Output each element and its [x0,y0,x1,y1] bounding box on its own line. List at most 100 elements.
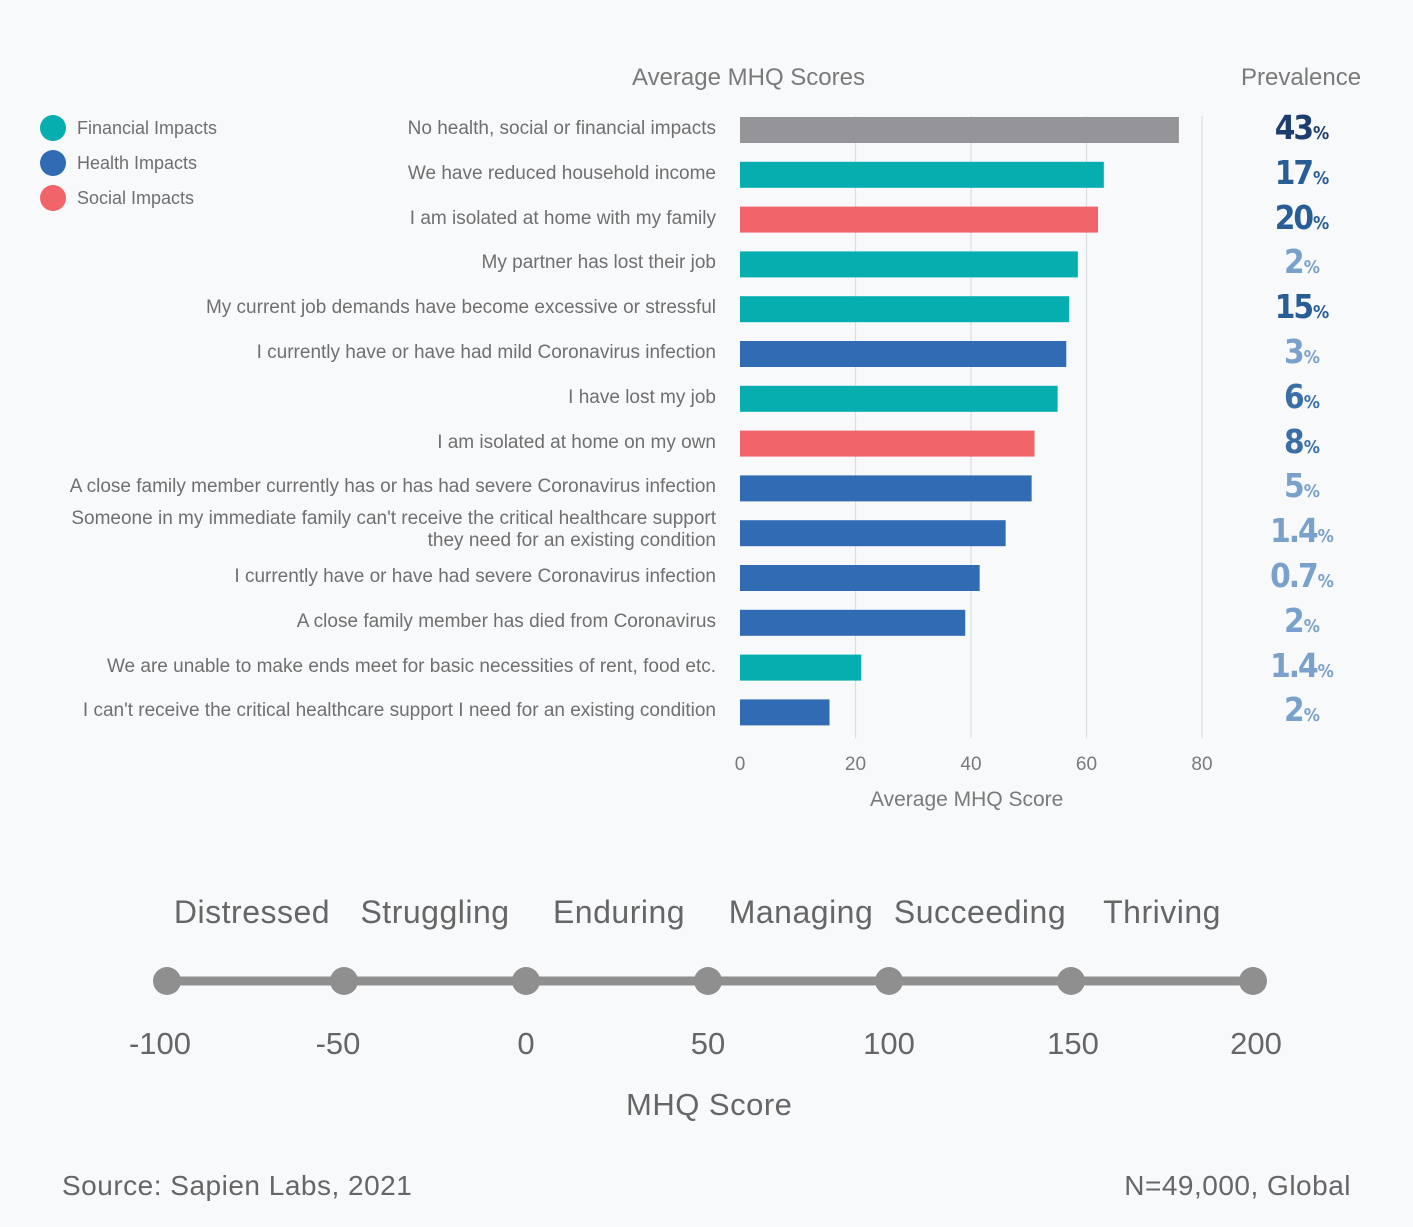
category-label: We have reduced household income [16,163,716,185]
category-label: I am isolated at home with my family [16,208,716,230]
prevalence-number: 0.7 [1270,556,1319,595]
category-label: Someone in my immediate family can't rec… [16,508,716,552]
bar [740,565,980,591]
scale-tick-label: 50 [690,1026,726,1061]
bar [740,385,1058,412]
prevalence-value: 1.4% [1232,646,1372,685]
scale-node [1057,967,1085,995]
scale-tick-label: 150 [1047,1026,1099,1061]
category-label: A close family member has died from Coro… [16,611,716,633]
category-label-line: they need for an existing condition [427,530,716,552]
prevalence-unit: % [1317,571,1334,592]
bar [740,609,966,636]
x-axis-label: Average MHQ Score [870,788,1064,811]
scale-tick-label: -50 [315,1026,361,1061]
x-tick-label: 80 [1191,754,1212,775]
prevalence-unit: % [1303,615,1320,637]
category-label-line: I have lost my job [568,386,716,408]
prevalence-value: 1.4% [1232,511,1372,550]
prevalence-unit: % [1317,526,1334,548]
bar [740,520,1006,547]
prevalence-number: 1.4 [1270,511,1319,551]
scale-category-label: Distressed [173,894,331,930]
scale-category-label: Enduring [552,894,686,930]
category-label-line: I currently have or have had severe Coro… [234,566,716,587]
prevalence-value: 3% [1232,332,1372,371]
category-label-line: I am isolated at home with my family [409,207,716,229]
mhq-scale-line [153,967,1267,995]
bar [740,117,1179,143]
prevalence-number: 2 [1284,242,1305,282]
category-label: My partner has lost their job [16,252,716,274]
bar-chart-plot: 0 20 40 60 80 [735,116,1213,775]
category-label-line: I currently have or have had mild Corona… [256,342,716,363]
category-label-line: A close family member currently has or h… [69,476,716,498]
prevalence-value: 20% [1232,198,1372,237]
prevalence-unit: % [1303,481,1320,503]
prevalence-unit: % [1303,705,1320,727]
prevalence-header: Prevalence [1241,64,1362,91]
category-label-line: My current job demands have become exces… [205,297,716,319]
bar [740,161,1104,188]
prevalence-number: 8 [1284,421,1305,461]
category-label: I currently have or have had severe Coro… [16,566,716,588]
financial-impacts-swatch [40,115,66,141]
prevalence-unit: % [1303,347,1320,368]
prevalence-unit: % [1303,257,1320,279]
prevalence-number: 5 [1284,466,1305,506]
category-label: We are unable to make ends meet for basi… [16,656,716,678]
category-label-line: We have reduced household income [407,162,716,184]
category-label: No health, social or financial impacts [16,118,716,140]
scale-node [512,967,540,995]
bar [740,475,1032,502]
prevalence-value: 0.7% [1232,556,1372,595]
category-label: I am isolated at home on my own [16,432,716,454]
prevalence-number: 17 [1274,152,1314,192]
x-tick-label: 0 [735,754,746,775]
prevalence-unit: % [1303,436,1320,458]
prevalence-number: 2 [1284,600,1305,640]
prevalence-value: 5% [1232,466,1372,505]
source-note: Source: Sapien Labs, 2021 [62,1170,413,1201]
prevalence-value: 2% [1232,601,1372,640]
prevalence-number: 2 [1284,690,1305,730]
prevalence-number: 3 [1284,332,1305,371]
prevalence-number: 20 [1274,197,1314,237]
prevalence-number: 15 [1274,287,1314,327]
legend-item-financial: Financial Impacts [40,115,217,141]
x-tick-label: 20 [845,754,866,775]
legend-label: Financial Impacts [77,117,218,138]
legend-label: Health Impacts [77,152,198,173]
category-label: My current job demands have become exces… [16,297,716,319]
scale-category-label: Managing [728,894,874,930]
bar [740,206,1099,233]
x-tick-label: 40 [960,754,981,775]
prevalence-value: 8% [1232,422,1372,461]
social-impacts-swatch [40,185,66,211]
bar [740,699,830,726]
prevalence-value: 43% [1232,108,1372,147]
prevalence-value: 6% [1232,377,1372,416]
category-label: I can't receive the critical healthcare … [16,700,716,722]
bar [740,654,862,681]
prevalence-unit: % [1313,167,1330,189]
scale-node [875,967,903,995]
category-label-line: I am isolated at home on my own [437,431,716,453]
prevalence-unit: % [1313,302,1330,324]
prevalence-value: 17% [1232,153,1372,192]
scale-category-label: Thriving [1103,894,1221,930]
bar [740,341,1067,367]
category-label: A close family member currently has or h… [16,476,716,498]
prevalence-unit: % [1313,123,1330,144]
legend-item-social: Social Impacts [40,185,194,211]
scale-tick-label: -100 [128,1026,192,1061]
scale-category-label: Succeeding [893,894,1067,930]
prevalence-value: 15% [1232,287,1372,326]
scale-node [153,967,181,995]
category-label-line: Someone in my immediate family can't rec… [71,508,716,530]
scale-node [694,967,722,995]
scale-tick-label: 0 [517,1026,535,1061]
scale-node [1239,967,1267,995]
chart-title: Average MHQ Scores [632,64,865,91]
